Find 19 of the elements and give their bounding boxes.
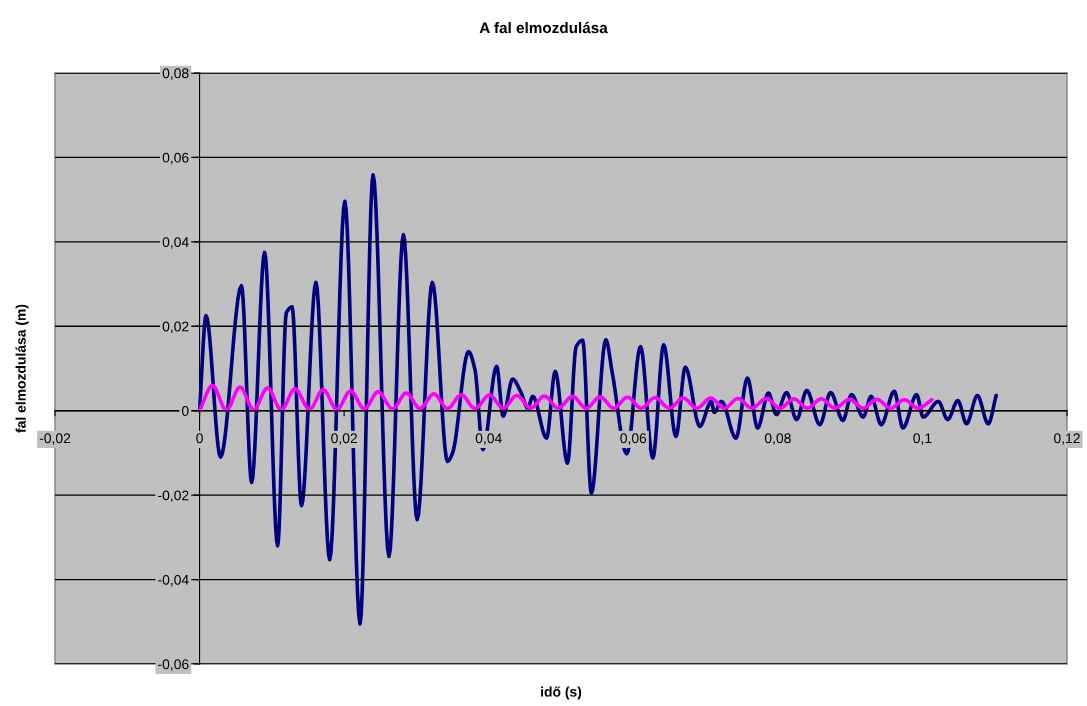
x-tick-label: 0,02: [331, 433, 357, 445]
chart-title: A fal elmozdulása: [479, 21, 608, 34]
x-tick-label: 0,1: [913, 433, 932, 445]
y-axis-title: fal elmozdulása (m): [15, 304, 29, 433]
x-tick-label: 0,12: [1054, 433, 1080, 445]
y-tick-label: -0,06: [158, 659, 189, 671]
y-tick-label: 0,06: [162, 152, 189, 165]
x-tick-label: 0,08: [764, 433, 791, 445]
x-tick-label: -0,02: [39, 433, 71, 445]
x-tick-label: 0,06: [620, 433, 647, 445]
y-tick-label: 0,02: [162, 321, 189, 334]
y-tick-label: -0,02: [158, 490, 189, 502]
y-tick-label: 0: [181, 406, 189, 416]
y-tick-label: -0,04: [158, 574, 189, 587]
x-axis-title: idő (s): [541, 686, 582, 700]
x-tick-label: 0,04: [475, 433, 502, 445]
x-tick-label: 0: [196, 433, 203, 444]
y-tick-label: 0,04: [162, 237, 189, 249]
y-tick-label: 0,08: [162, 68, 189, 80]
